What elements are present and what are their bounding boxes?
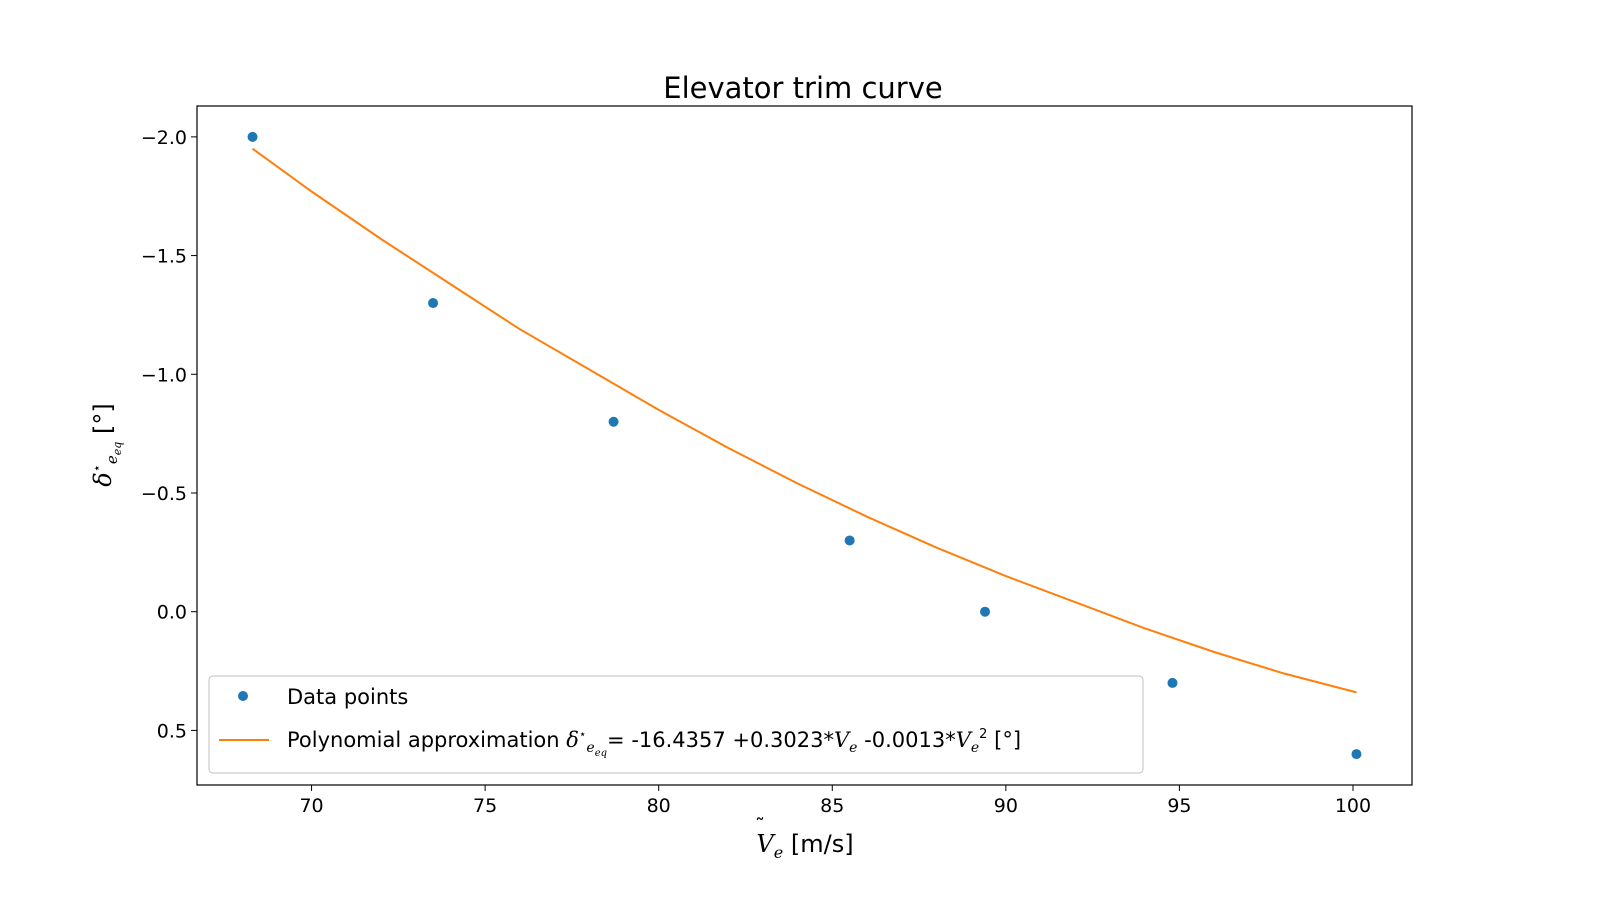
x-tick-label: 90 (994, 795, 1018, 817)
x-tick-label: 95 (1167, 795, 1191, 817)
x-tick-label: 75 (473, 795, 497, 817)
fit-curve (251, 147, 1357, 694)
y-axis: −2.0 −1.5 −1.0 −0.5 0.0 0.5 (141, 127, 197, 742)
y-tick-label: 0.5 (157, 720, 187, 742)
data-points (247, 131, 1362, 760)
legend: Data points Polynomial approximation δ⋆e… (208, 675, 1144, 774)
svg-text:δ⋆eeq [°]: δ⋆eeq [°] (89, 403, 124, 486)
legend-frame (208, 675, 1144, 774)
svg-text:˜: ˜ (755, 814, 765, 838)
data-point (980, 606, 991, 617)
data-point (1167, 677, 1178, 688)
y-tick-label: −2.0 (141, 127, 187, 149)
legend-label-data-points: Data points (287, 685, 408, 709)
y-axis-label: δ⋆eeq [°] (89, 403, 124, 486)
chart-title: Elevator trim curve (663, 71, 942, 105)
svg-text:Ve [m/s]: Ve [m/s] (756, 830, 853, 862)
plot-area-frame (196, 105, 1413, 786)
x-tick-label: 70 (299, 795, 323, 817)
data-point (428, 298, 439, 309)
y-tick-label: 0.0 (157, 602, 187, 624)
x-tick-label: 100 (1335, 795, 1371, 817)
x-axis: 70 75 80 85 90 95 100 (299, 785, 1371, 817)
legend-label-fit: Polynomial approximation δ⋆eeq= -16.4357… (287, 727, 1021, 759)
data-point (844, 535, 855, 546)
x-tick-label: 80 (647, 795, 671, 817)
data-point (1351, 749, 1362, 760)
y-tick-label: −1.5 (141, 246, 187, 268)
data-point (608, 416, 619, 427)
data-point (247, 131, 258, 142)
x-tick-label: 85 (820, 795, 844, 817)
legend-marker-data-points (238, 691, 248, 701)
fit-curve-line (251, 147, 1357, 694)
x-axis-label: Ve [m/s] ˜ (755, 814, 854, 862)
y-tick-label: −1.0 (141, 364, 187, 386)
y-tick-label: −0.5 (141, 483, 187, 505)
